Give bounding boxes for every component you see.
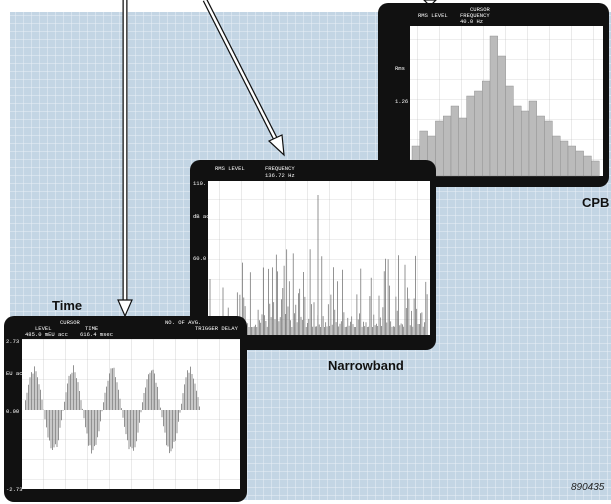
screen-text: dB acc xyxy=(193,213,213,220)
screen-text: 110. xyxy=(193,180,206,187)
trace xyxy=(467,96,475,176)
trace xyxy=(482,81,490,176)
trace xyxy=(529,101,537,176)
screen-text: 1.26 xyxy=(395,98,408,105)
label-time: Time xyxy=(52,298,82,313)
screen-text: EU acc xyxy=(6,370,26,377)
screen-text: 40.0 Hz xyxy=(460,18,483,25)
label-narrowband: Narrowband xyxy=(328,358,404,373)
screen-text: 2.73 xyxy=(6,338,19,345)
screen-text: TRIGGER DELAY xyxy=(195,325,239,332)
screen-text: RMS LEVEL xyxy=(215,165,245,172)
trace xyxy=(568,146,576,176)
trace xyxy=(459,118,467,176)
screen-text: 0.00 xyxy=(6,408,19,415)
screen-text: 136.72 Hz xyxy=(265,172,295,179)
trace xyxy=(576,151,584,176)
trace xyxy=(443,116,451,176)
label-cpb: CPB xyxy=(582,195,609,210)
screen-text: 616.4 msec xyxy=(80,331,113,338)
trace xyxy=(498,56,506,176)
trace xyxy=(591,161,599,176)
trace xyxy=(560,141,568,176)
screen-text: RMS LEVEL xyxy=(418,12,448,19)
screen-text: 485.0 mEU acc xyxy=(25,331,68,338)
trace xyxy=(521,111,529,176)
trace xyxy=(490,36,498,176)
screen-text: 60.0 xyxy=(193,255,206,262)
trace xyxy=(552,136,560,176)
screen-text: -2.73 xyxy=(6,486,23,493)
trace xyxy=(584,156,592,176)
trace xyxy=(474,91,482,176)
trace xyxy=(451,106,459,176)
screen-text: FREQUENCY xyxy=(265,165,295,172)
trace xyxy=(513,106,521,176)
trace xyxy=(537,116,545,176)
trace xyxy=(545,121,553,176)
screen-text: Rms xyxy=(395,65,405,72)
figure-id: 890435 xyxy=(571,482,605,493)
trace xyxy=(506,86,514,176)
screen-text: CURSOR xyxy=(60,319,81,326)
cpb-screen: CURSOR RMS LEVEL FREQUENCY 40.0 Hz Rms 1… xyxy=(378,3,609,187)
figure: CURSOR RMS LEVEL FREQUENCY 40.0 Hz Rms 1… xyxy=(0,0,611,504)
time-screen: CURSOR LEVEL TIME NO. OF AVG. TRIGGER DE… xyxy=(4,316,247,502)
trace xyxy=(435,121,443,176)
